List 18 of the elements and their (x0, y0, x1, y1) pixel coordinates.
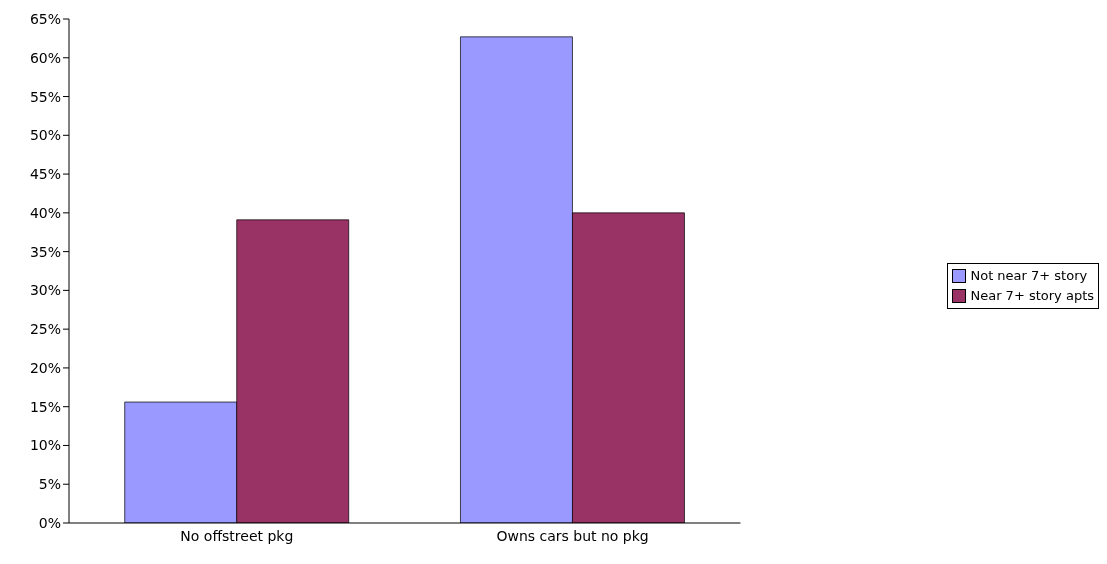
x-tick-label: Owns cars but no pkg (496, 527, 649, 544)
y-tick-label: 25% (29, 321, 61, 338)
y-tick-label: 10% (29, 437, 61, 454)
y-tick-label: 30% (29, 282, 61, 299)
y-tick-label: 55% (29, 88, 61, 105)
y-tick-label: 35% (29, 243, 61, 260)
y-tick-label: 0% (38, 514, 61, 531)
y-tick-label: 40% (29, 204, 61, 221)
y-tick-label: 65% (29, 10, 61, 27)
x-tick-label: No offstreet pkg (180, 527, 294, 544)
y-tick-label: 50% (29, 127, 61, 144)
y-tick-label: 20% (29, 359, 61, 376)
y-tick-label: 60% (29, 49, 61, 66)
y-tick-label: 45% (29, 166, 61, 183)
legend-label: Not near 7+ story (970, 267, 1088, 285)
y-tick-label: 5% (38, 476, 61, 493)
legend-label: Near 7+ story apts (970, 287, 1094, 305)
y-tick-label: 15% (29, 398, 61, 415)
